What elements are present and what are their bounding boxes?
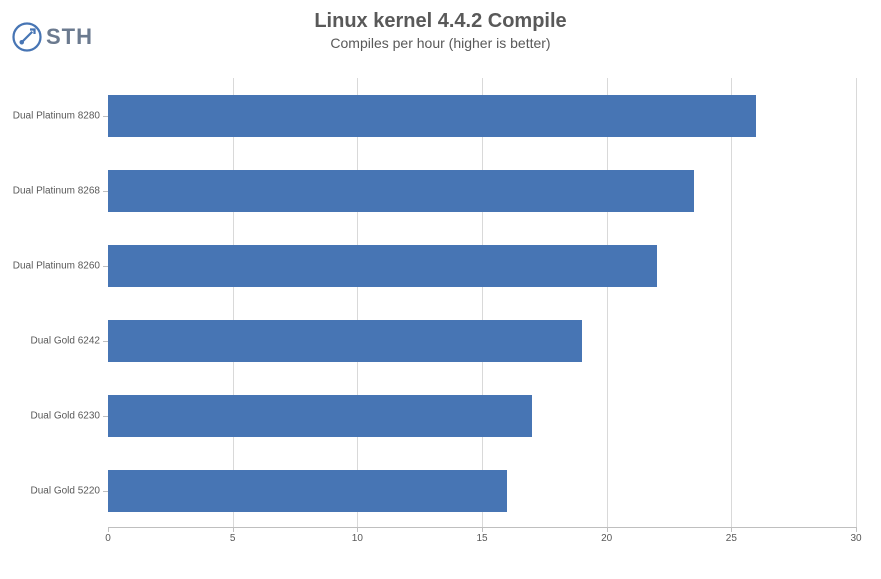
x-tick-label: 30 [850, 533, 861, 544]
category-label: Dual Gold 6230 [0, 410, 100, 421]
gridline [856, 78, 857, 527]
bar [108, 395, 532, 437]
bar [108, 320, 582, 362]
x-tick-label: 0 [105, 533, 111, 544]
plot-area: Dual Platinum 8280Dual Platinum 8268Dual… [108, 78, 856, 528]
y-tick-mark [103, 416, 108, 417]
category-label: Dual Gold 5220 [0, 485, 100, 496]
bar-row: Dual Platinum 8260 [108, 228, 856, 303]
bar-row: Dual Gold 6230 [108, 378, 856, 453]
logo-icon [12, 22, 42, 52]
y-tick-mark [103, 341, 108, 342]
chart-title: Linux kernel 4.4.2 Compile [0, 10, 881, 33]
y-tick-mark [103, 191, 108, 192]
bar [108, 470, 507, 512]
bar-row: Dual Platinum 8268 [108, 153, 856, 228]
bar-row: Dual Gold 5220 [108, 453, 856, 528]
x-tick-label: 20 [601, 533, 612, 544]
x-tick-mark [856, 527, 857, 532]
y-tick-mark [103, 116, 108, 117]
y-tick-mark [103, 266, 108, 267]
x-tick-label: 10 [352, 533, 363, 544]
x-tick-label: 15 [476, 533, 487, 544]
logo: STH [12, 22, 93, 52]
chart-area: Dual Platinum 8280Dual Platinum 8268Dual… [108, 78, 856, 548]
bar-row: Dual Platinum 8280 [108, 78, 856, 153]
category-label: Dual Platinum 8280 [0, 110, 100, 121]
bar [108, 245, 657, 287]
logo-text: STH [46, 24, 93, 50]
bar [108, 95, 756, 137]
category-label: Dual Platinum 8260 [0, 260, 100, 271]
x-tick-label: 25 [726, 533, 737, 544]
chart-subtitle: Compiles per hour (higher is better) [0, 35, 881, 51]
category-label: Dual Gold 6242 [0, 335, 100, 346]
bar [108, 170, 694, 212]
y-tick-mark [103, 491, 108, 492]
category-label: Dual Platinum 8268 [0, 185, 100, 196]
x-tick-label: 5 [230, 533, 236, 544]
bar-row: Dual Gold 6242 [108, 303, 856, 378]
